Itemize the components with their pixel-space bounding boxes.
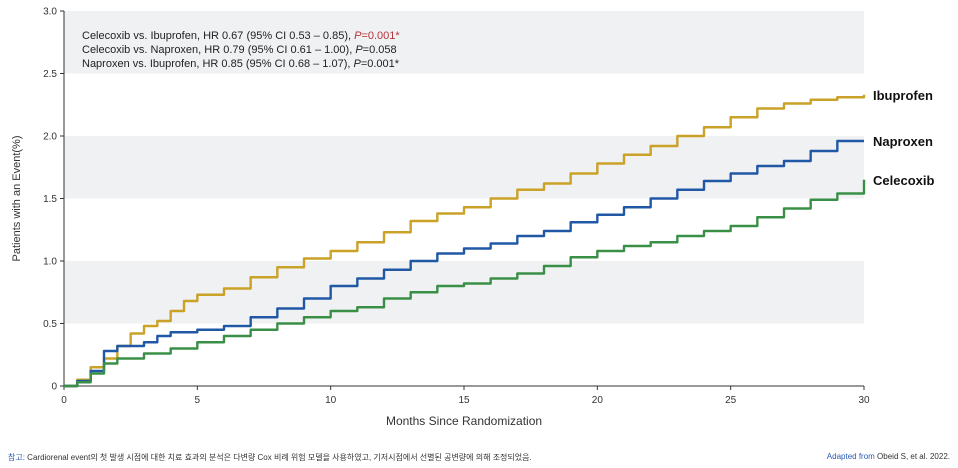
- p-label: P: [353, 58, 361, 70]
- series-line-celecoxib: [64, 179, 866, 388]
- series-label-naproxen: Naproxen: [873, 134, 933, 149]
- x-tick-label: 0: [61, 395, 67, 406]
- p-value: =0.058: [363, 44, 397, 56]
- annotation-text: Naproxen vs. Ibuprofen, HR 0.85 (95% CI …: [82, 58, 353, 70]
- p-label: P: [354, 30, 362, 42]
- x-tick-label: 30: [858, 395, 870, 406]
- x-tick-label: 25: [725, 395, 737, 406]
- footnote-text: Cardiorenal event의 첫 발생 시점에 대한 치료 효과의 분석…: [24, 453, 532, 462]
- source-credit: Adapted from Obeid S, et al. 2022.: [827, 452, 950, 461]
- p-value: =0.001*: [361, 30, 400, 42]
- x-tick-label: 5: [195, 395, 201, 406]
- annotation-text: Celecoxib vs. Ibuprofen, HR 0.67 (95% CI…: [82, 30, 354, 42]
- footnote-label: 참고:: [8, 453, 25, 462]
- hr-annotation: Naproxen vs. Ibuprofen, HR 0.85 (95% CI …: [82, 58, 400, 70]
- source-prefix: Adapted from: [826, 452, 875, 461]
- y-tick-label: 2.0: [43, 132, 57, 143]
- footnote: 참고: Cardiorenal event의 첫 발생 시점에 대한 치료 효과…: [8, 452, 532, 463]
- km-chart: 0 0.5 1.0 1.5 2.0 2.5 3.0 0 5 10 15 20 25 30 Months Si…: [11, 7, 934, 429]
- annotation-text: Celecoxib vs. Naproxen, HR 0.79 (95% CI …: [82, 44, 355, 56]
- y-tick-label: 2.5: [43, 69, 57, 80]
- x-tick-label: 15: [458, 395, 470, 406]
- source-suffix: Obeid S, et al. 2022.: [874, 452, 950, 461]
- y-tick-label: 0.5: [43, 319, 57, 330]
- y-tick-label: 3.0: [43, 7, 57, 18]
- y-axis-label: Patients with an Event(%): [11, 136, 23, 262]
- x-tick-label: 20: [592, 395, 604, 406]
- y-tick-label: 1.0: [43, 257, 57, 268]
- series-label-celecoxib: Celecoxib: [873, 173, 934, 188]
- y-tick-label: 1.5: [43, 194, 57, 205]
- x-tick-label: 10: [325, 395, 337, 406]
- series-line-naproxen: [64, 139, 864, 388]
- series-line-ibuprofen: [64, 94, 866, 388]
- grid-band: [64, 11, 864, 74]
- series-label-ibuprofen: Ibuprofen: [873, 88, 933, 103]
- hr-annotation: Celecoxib vs. Naproxen, HR 0.79 (95% CI …: [82, 44, 397, 56]
- grid-band: [64, 261, 864, 324]
- y-tick-label: 0: [51, 382, 57, 393]
- hr-annotation: Celecoxib vs. Ibuprofen, HR 0.67 (95% CI…: [82, 30, 400, 42]
- p-label: P: [355, 44, 363, 56]
- x-axis-label: Months Since Randomization: [386, 414, 542, 428]
- grid-band: [64, 136, 864, 199]
- p-value: =0.001*: [361, 58, 400, 70]
